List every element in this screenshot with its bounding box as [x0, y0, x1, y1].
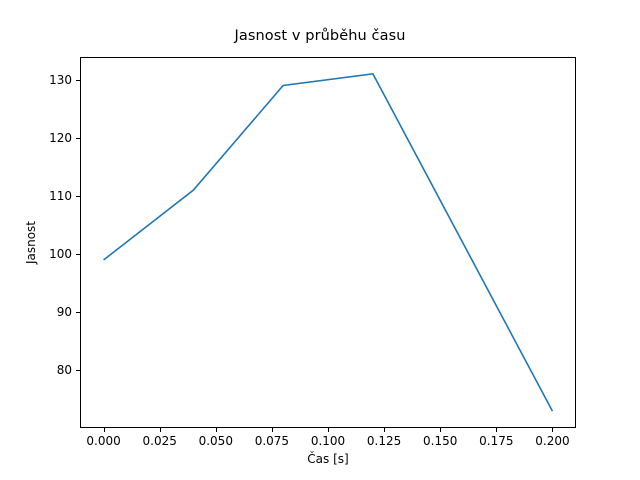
y-tick-mark: [76, 195, 80, 198]
y-tick-mark: [76, 254, 80, 256]
x-tick-label: 0.075: [254, 434, 290, 448]
data-series-line: [103, 72, 554, 412]
y-axis-label: Jasnost: [24, 220, 38, 265]
x-tick-label: 0.000: [86, 434, 121, 448]
x-tick-mark: [496, 428, 498, 432]
x-tick-label: 0.050: [198, 434, 233, 448]
y-tick-label: 130: [49, 72, 72, 87]
y-tick-mark: [76, 79, 80, 81]
y-tick-mark: [76, 312, 80, 314]
y-tick-label: 90: [56, 305, 72, 320]
x-tick-label: 0.125: [366, 434, 402, 448]
y-tick-label: 80: [56, 363, 72, 378]
x-tick-label: 0.025: [142, 434, 177, 448]
x-tick-mark: [271, 428, 273, 432]
plot-area: [103, 72, 554, 412]
x-tick-mark: [384, 428, 386, 432]
x-tick-label: 0.175: [479, 434, 514, 448]
x-tick-label: 0.100: [310, 434, 346, 448]
x-tick-mark: [440, 428, 442, 432]
x-tick-mark: [215, 428, 217, 432]
y-tick-label: 100: [49, 247, 72, 262]
y-tick-mark: [76, 137, 80, 139]
y-tick-mark: [76, 370, 80, 372]
x-tick-mark: [103, 428, 105, 432]
x-tick-mark: [159, 428, 161, 432]
x-tick-mark: [552, 428, 554, 432]
x-tick-mark: [328, 428, 330, 432]
x-tick-label: 0.150: [423, 434, 458, 448]
y-tick-label: 110: [49, 188, 72, 203]
axes-frame: [80, 57, 576, 428]
x-tick-label: 0.200: [535, 434, 570, 448]
chart-title: Jasnost v průběhu času: [234, 28, 406, 44]
x-axis-label: Čas [s]: [307, 452, 349, 466]
y-tick-label: 120: [49, 130, 72, 145]
